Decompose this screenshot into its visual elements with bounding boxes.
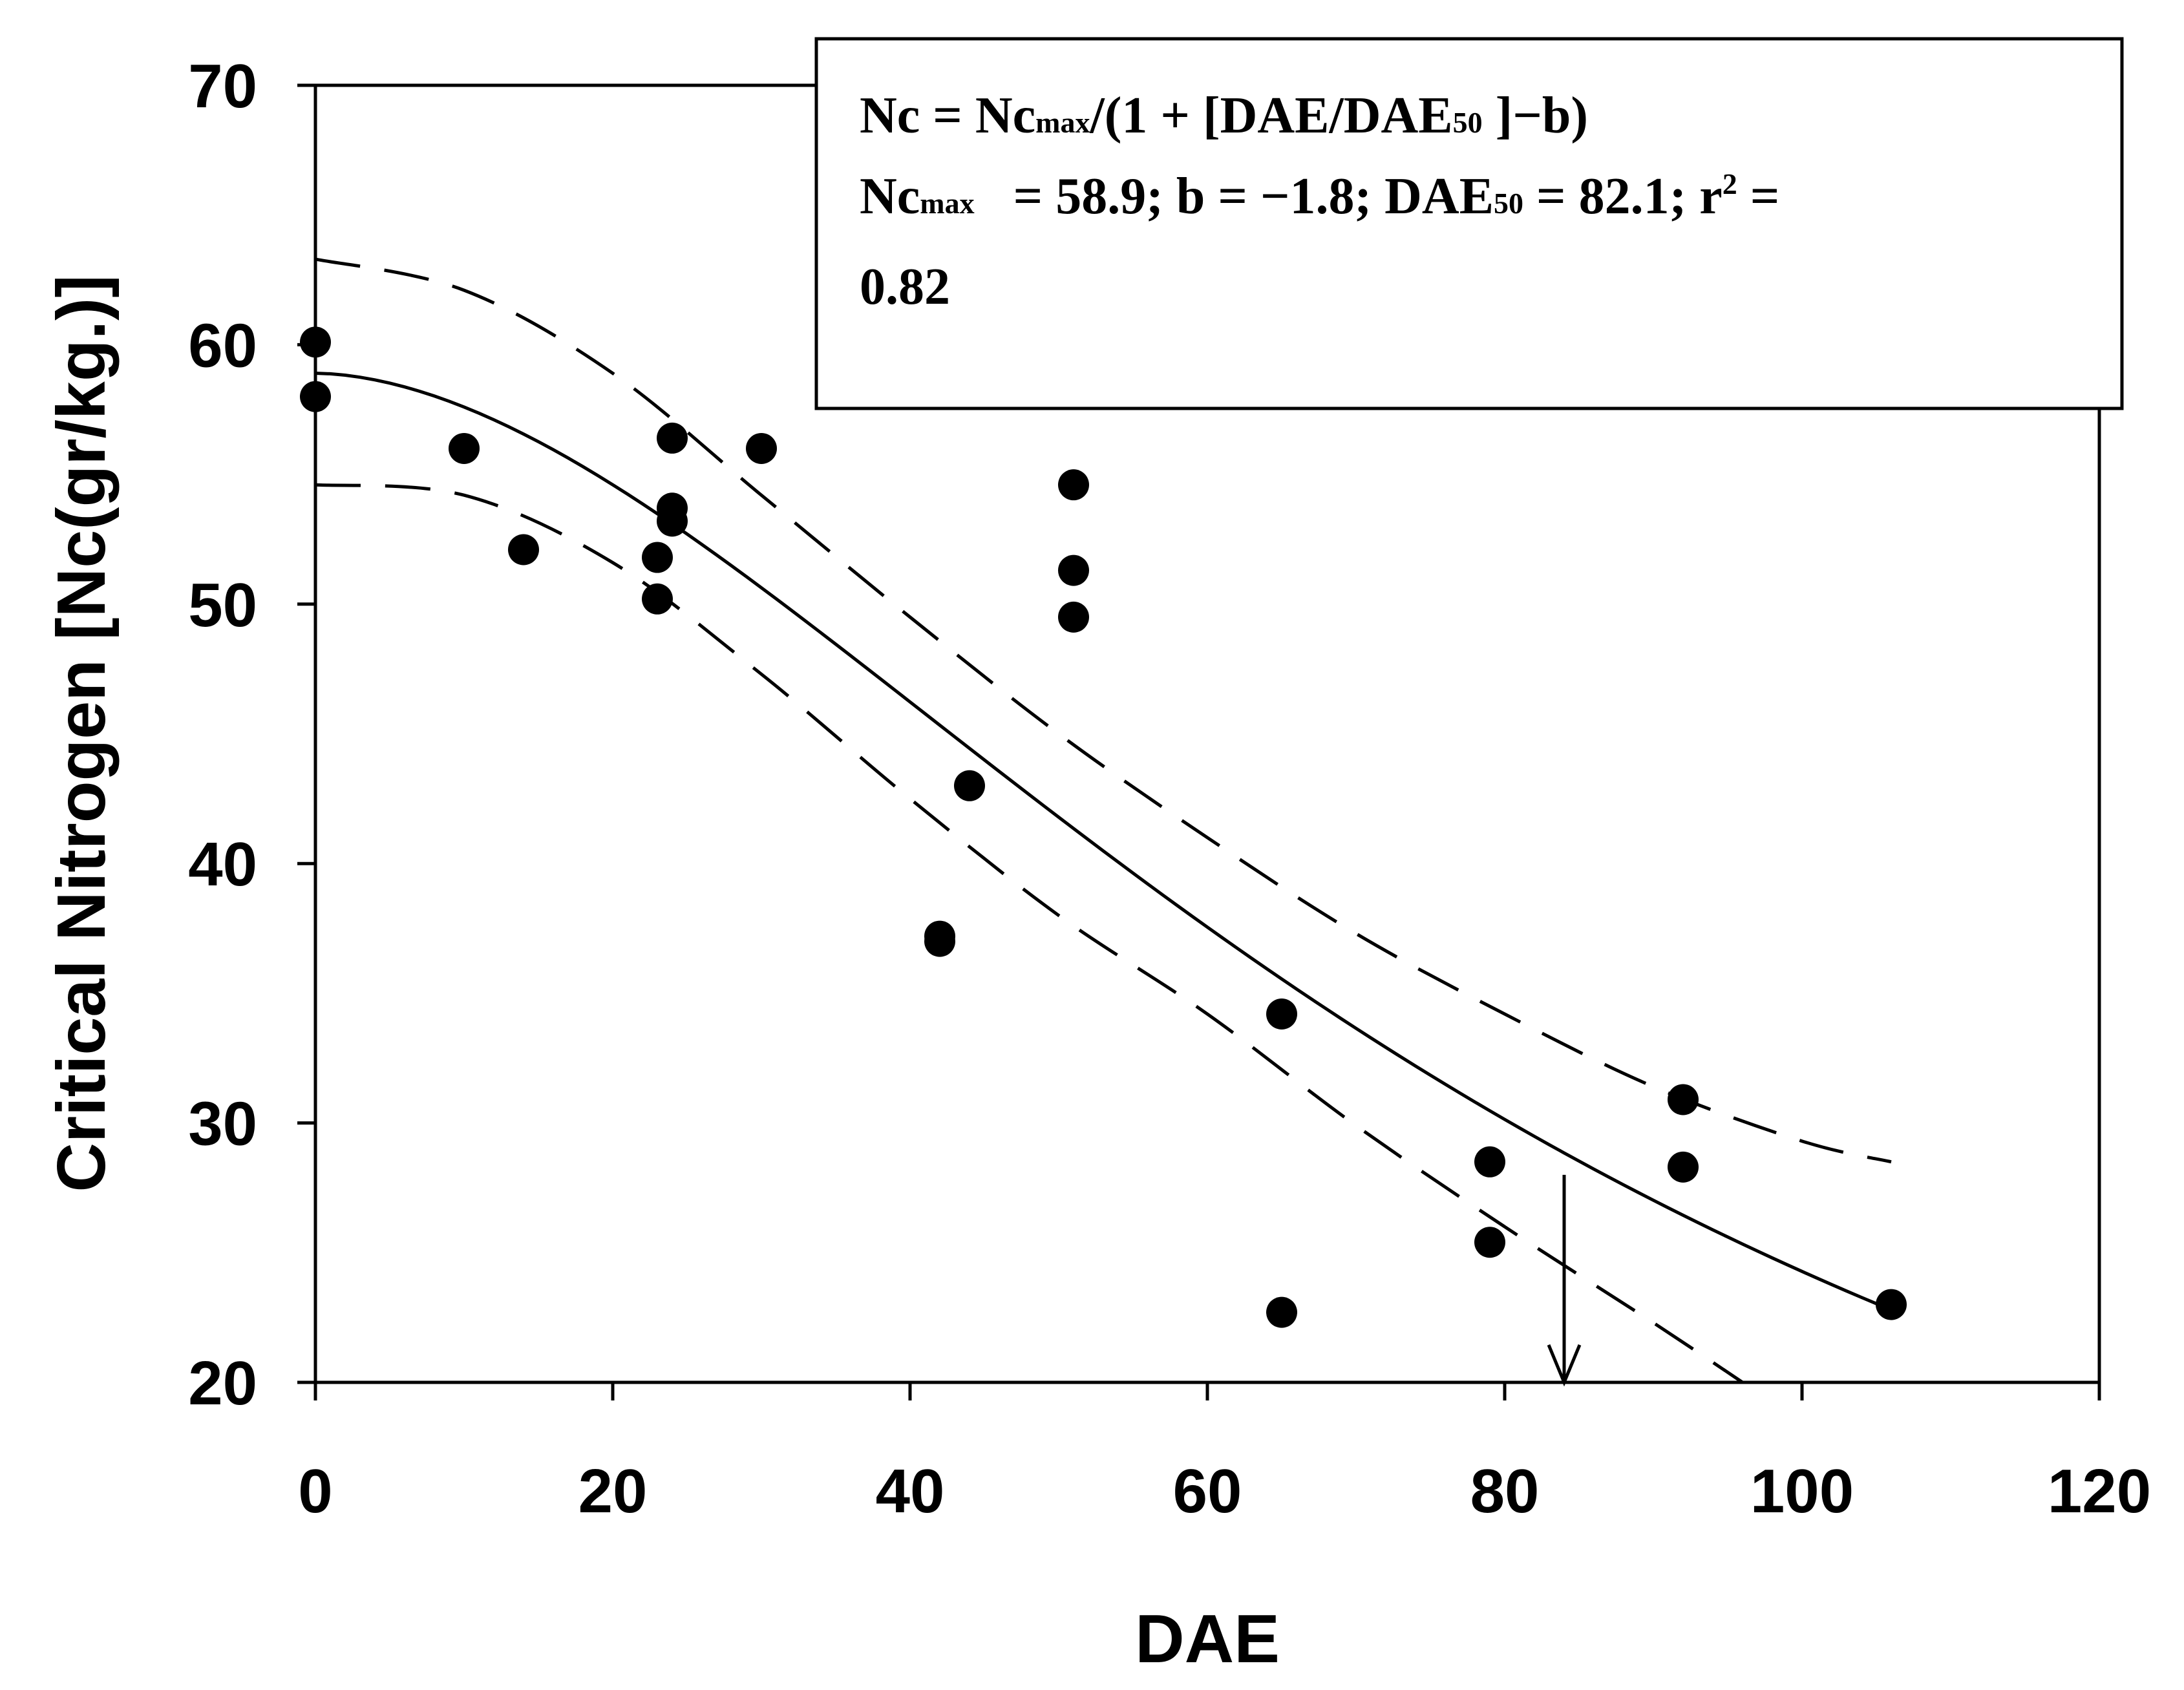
equation-line-1: Nc = Ncmax/(1 + [DAE/DAE50 ]−b): [860, 87, 1588, 144]
data-point: [300, 326, 331, 358]
data-point: [300, 381, 331, 412]
x-tick-label: 120: [2048, 1457, 2151, 1526]
arrow-head: [1547, 1344, 1582, 1387]
data-point: [1266, 998, 1297, 1030]
data-point: [1474, 1227, 1505, 1258]
y-axis-ticks: 20 30 40 50 60 70: [188, 52, 315, 1418]
data-point: [508, 534, 539, 565]
data-point: [657, 505, 688, 537]
x-tick-label: 80: [1470, 1457, 1540, 1526]
data-point: [746, 432, 777, 464]
data-point: [1876, 1289, 1907, 1320]
equation-line-3: 0.82: [860, 259, 950, 315]
data-point: [642, 542, 673, 573]
x-tick-label: 100: [1750, 1457, 1854, 1526]
y-tick-label: 30: [188, 1090, 257, 1159]
data-point: [1058, 555, 1089, 586]
confidence-band-upper: [315, 257, 1892, 1164]
data-point: [642, 583, 673, 615]
y-axis-title: Critical Nitrogen [Nc(gr/kg.)]: [43, 275, 120, 1192]
y-tick-label: 70: [188, 52, 257, 121]
data-point: [449, 432, 480, 464]
equation-box-frame: [814, 37, 2124, 410]
data-point: [1474, 1146, 1505, 1178]
data-point: [1668, 1151, 1699, 1183]
y-tick-label: 60: [188, 311, 257, 380]
data-point: [1266, 1296, 1297, 1328]
data-point: [1668, 1084, 1699, 1115]
x-tick-label: 20: [578, 1457, 648, 1526]
x-tick-label: 40: [876, 1457, 945, 1526]
x-axis-ticks: 0 20 40 60 80 100 120: [298, 1382, 2151, 1526]
fit-curve: [315, 372, 1892, 1312]
equation-box: Nc = Ncmax/(1 + [DAE/DAE50 ]−b) Ncmax = …: [814, 37, 2124, 410]
x-tick-label: 0: [298, 1457, 332, 1526]
data-points: [300, 326, 1907, 1328]
data-point: [1058, 469, 1089, 501]
x-tick-label: 60: [1173, 1457, 1242, 1526]
equation-line-2: Ncmax = 58.9; b = −1.8; DAE50 = 82.1; r2…: [860, 167, 1779, 225]
data-point: [1058, 601, 1089, 633]
y-tick-label: 20: [188, 1349, 257, 1418]
data-point: [924, 925, 955, 957]
y-tick-label: 50: [188, 571, 257, 640]
x-axis-title: DAE: [1135, 1601, 1280, 1677]
annotation-arrow: [1547, 1174, 1582, 1387]
data-point: [657, 422, 688, 454]
confidence-band-lower: [315, 483, 1744, 1384]
data-point: [954, 770, 985, 801]
y-tick-label: 40: [188, 830, 257, 899]
